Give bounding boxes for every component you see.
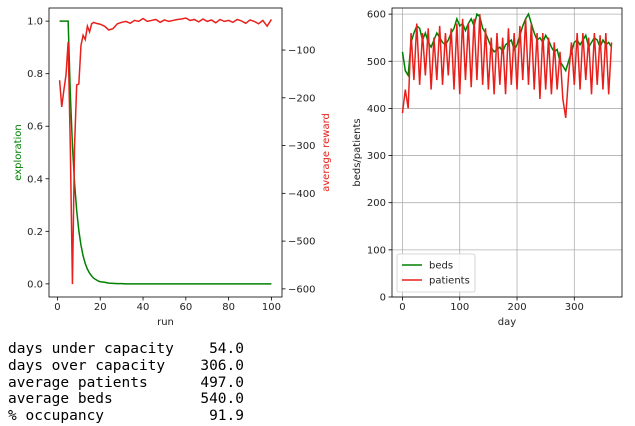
summary-value: 91.9 [209,408,244,425]
summary-label: average beds [8,391,113,408]
y-tick-label: 300 [367,151,386,162]
summary-label: average patients [8,374,148,391]
x-tick-label: 20 [94,302,107,313]
summary-value: 54.0 [209,341,244,357]
x-tick-label: 200 [507,302,526,313]
x-tick-label: 100 [450,302,469,313]
x-tick-label: 0 [399,302,405,313]
summary-value: 497.0 [200,374,244,391]
summary-row: average beds 540.0 [8,391,244,408]
x-axis-label: run [157,317,174,328]
y-tick-label: 600 [367,10,386,21]
x-axis-label: day [498,317,516,328]
y2-tick-label: −600 [288,284,315,295]
series-line [401,14,613,118]
series-line [58,17,273,285]
x-tick-label: 0 [54,302,60,313]
series-line [59,20,272,285]
y-axis-label: exploration [13,124,24,181]
summary-row: average patients 497.0 [8,375,244,392]
y-tick-label: 200 [367,198,386,209]
summary-label: days under capacity [8,341,174,357]
y-axis-label: beds/patients [352,118,363,186]
summary-label: days over capacity [8,357,166,374]
summary-row: days under capacity 54.0 [8,341,244,358]
y-tick-label: 500 [367,57,386,68]
y-tick-label: 0.6 [27,122,43,133]
summary-row: % occupancy 91.9 [8,408,244,425]
summary-value: 306.0 [200,357,244,374]
y-tick-label: 0 [380,293,386,304]
plot-frame [391,7,623,298]
y-tick-label: 400 [367,104,386,115]
y2-tick-label: −300 [288,141,315,152]
legend-box [396,253,476,293]
legend-label: patients [429,276,470,287]
summary-row: days over capacity 306.0 [8,358,244,375]
x-tick-label: 100 [262,302,281,313]
y2-tick-label: −500 [288,237,315,248]
plot-frame [48,7,283,298]
summary-value: 540.0 [200,391,244,408]
charts: 0 20 40 60 80 100 0.0 0.2 0.4 0.6 0.8 1.0 −600 −500 −4… [13,7,623,328]
x-tick-label: 60 [179,302,192,313]
y-tick-label: 0.0 [27,279,43,290]
x-tick-label: 80 [222,302,235,313]
x-tick-label: 300 [565,302,584,313]
y-tick-label: 0.8 [27,69,43,80]
y2-axis-label: average reward [321,113,332,192]
legend-label: beds [429,261,453,272]
y2-tick-label: −100 [288,46,315,57]
summary-table: days under capacity 54.0 days over capacit… [8,341,244,425]
y-tick-label: 100 [367,245,386,256]
y2-tick-label: −400 [288,189,315,200]
x-tick-label: 40 [137,302,150,313]
y2-tick-label: −200 [288,93,315,104]
y-tick-label: 0.2 [27,227,43,238]
summary-label: % occupancy [8,408,105,425]
y-tick-label: 1.0 [27,17,43,28]
y-tick-label: 0.4 [27,174,43,185]
